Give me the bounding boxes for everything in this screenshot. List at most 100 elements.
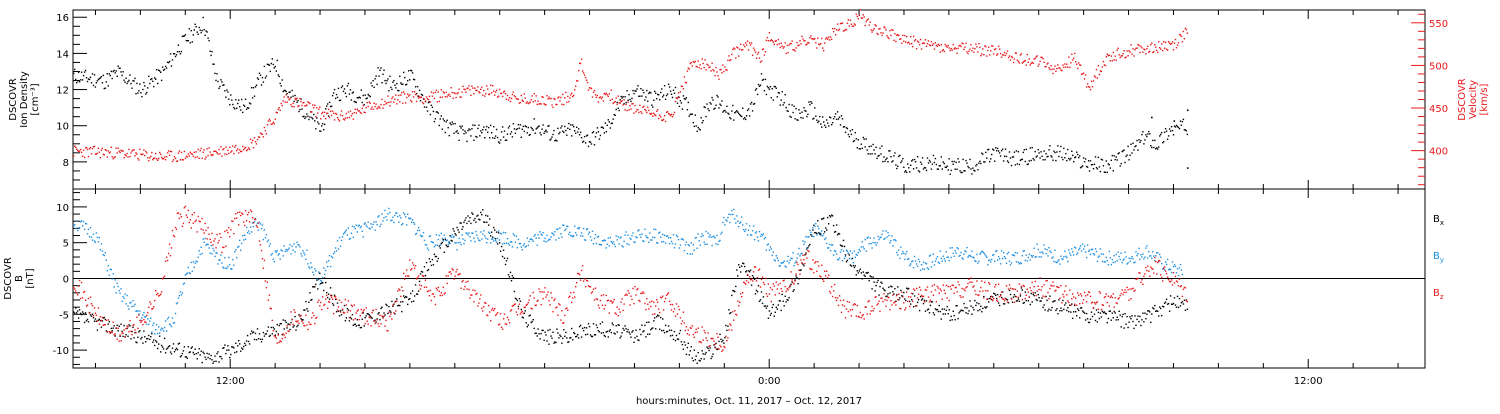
density-series-point — [395, 87, 396, 88]
velocity-series-point — [823, 50, 824, 51]
by-series-point — [836, 253, 837, 254]
density-series-point — [951, 170, 952, 171]
velocity-series-point — [704, 59, 705, 60]
bx-series-point — [109, 321, 110, 322]
velocity-series-point — [392, 96, 393, 97]
by-series-point — [526, 246, 527, 247]
bx-series-point — [101, 327, 102, 328]
bx-series-point — [155, 340, 156, 341]
by-series-point — [192, 271, 193, 272]
bx-series-point — [245, 345, 246, 346]
velocity-series-point — [637, 109, 638, 110]
density-series-point — [581, 137, 582, 138]
bx-series-point — [142, 343, 143, 344]
density-series-point — [118, 66, 119, 67]
velocity-series-point — [449, 94, 450, 95]
bx-series-point — [549, 329, 550, 330]
density-series-point — [868, 153, 869, 154]
bx-series-point — [1057, 313, 1058, 314]
velocity-series-point — [331, 115, 332, 116]
velocity-series-point — [785, 42, 786, 43]
density-series-point — [333, 92, 334, 93]
bx-series-point — [649, 333, 650, 334]
bx-series-point — [857, 270, 858, 271]
by-series-point — [546, 235, 547, 236]
velocity-series-point — [921, 48, 922, 49]
by-series-point — [392, 217, 393, 218]
density-series-point — [910, 165, 911, 166]
velocity-series-point — [253, 147, 254, 148]
density-series-point — [722, 111, 723, 112]
by-series-point — [142, 314, 143, 315]
velocity-series-point — [380, 104, 381, 105]
by-series-point — [426, 244, 427, 245]
density-series-point — [178, 45, 179, 46]
velocity-series-point — [925, 39, 926, 40]
velocity-series-point — [233, 153, 234, 154]
bx-series-point — [768, 318, 769, 319]
by-series-point — [422, 235, 423, 236]
density-series-point — [889, 150, 890, 151]
by-series-point — [552, 233, 553, 234]
by-series-point — [544, 238, 545, 239]
bx-series-point — [387, 313, 388, 314]
bx-series-point — [340, 310, 341, 311]
by-series-point — [1038, 256, 1039, 257]
bx-series-point — [324, 277, 325, 278]
density-series-point — [799, 113, 800, 114]
velocity-series-point — [243, 149, 244, 150]
velocity-series-point — [1035, 58, 1036, 59]
bz-series-point — [216, 234, 217, 235]
by-series-point — [605, 240, 606, 241]
velocity-series-point — [1106, 56, 1107, 57]
bx-series-point — [784, 305, 785, 306]
velocity-series-point — [944, 51, 945, 52]
bz-series-point — [175, 227, 176, 228]
by-series-point — [959, 255, 960, 256]
density-series-point — [171, 65, 172, 66]
bx-series-point — [365, 317, 366, 318]
by-series-point — [308, 266, 309, 267]
by-series-point — [202, 253, 203, 254]
bx-series-point — [122, 336, 123, 337]
by-series-point — [918, 259, 919, 260]
by-series-point — [114, 286, 115, 287]
bx-series-point — [605, 336, 606, 337]
velocity-series-point — [117, 152, 118, 153]
bx-series-point — [534, 328, 535, 329]
velocity-series-point — [1057, 64, 1058, 65]
velocity-series-point — [410, 100, 411, 101]
velocity-series-point — [1172, 41, 1173, 42]
density-series-point — [206, 31, 207, 32]
velocity-series-point — [323, 116, 324, 117]
by-series-point — [612, 243, 613, 244]
bz-series-point — [178, 212, 179, 213]
by-series-point — [780, 265, 781, 266]
bx-series-point — [84, 322, 85, 323]
density-series-point — [1100, 171, 1101, 172]
velocity-series-point — [580, 63, 581, 64]
bx-series-point — [587, 334, 588, 335]
by-series-point — [1143, 258, 1144, 259]
density-series-point — [896, 168, 897, 169]
bx-series-point — [492, 237, 493, 238]
bx-series-point — [976, 302, 977, 303]
density-series-point — [588, 146, 589, 147]
bx-series-point — [944, 308, 945, 309]
by-series-point — [419, 230, 420, 231]
density-series-point — [631, 98, 632, 99]
bx-series-point — [876, 282, 877, 283]
bx-series-point — [954, 315, 955, 316]
by-series-point — [697, 248, 698, 249]
bx-series-point — [491, 232, 492, 233]
density-series-point — [568, 123, 569, 124]
density-series-point — [553, 130, 554, 131]
bx-series-point — [688, 343, 689, 344]
by-series-point — [1147, 257, 1148, 258]
velocity-series-point — [180, 159, 181, 160]
bx-series-point — [539, 338, 540, 339]
by-series-point — [405, 216, 406, 217]
velocity-series-point — [396, 103, 397, 104]
bz-series-point — [332, 298, 333, 299]
velocity-series-point — [1125, 56, 1126, 57]
